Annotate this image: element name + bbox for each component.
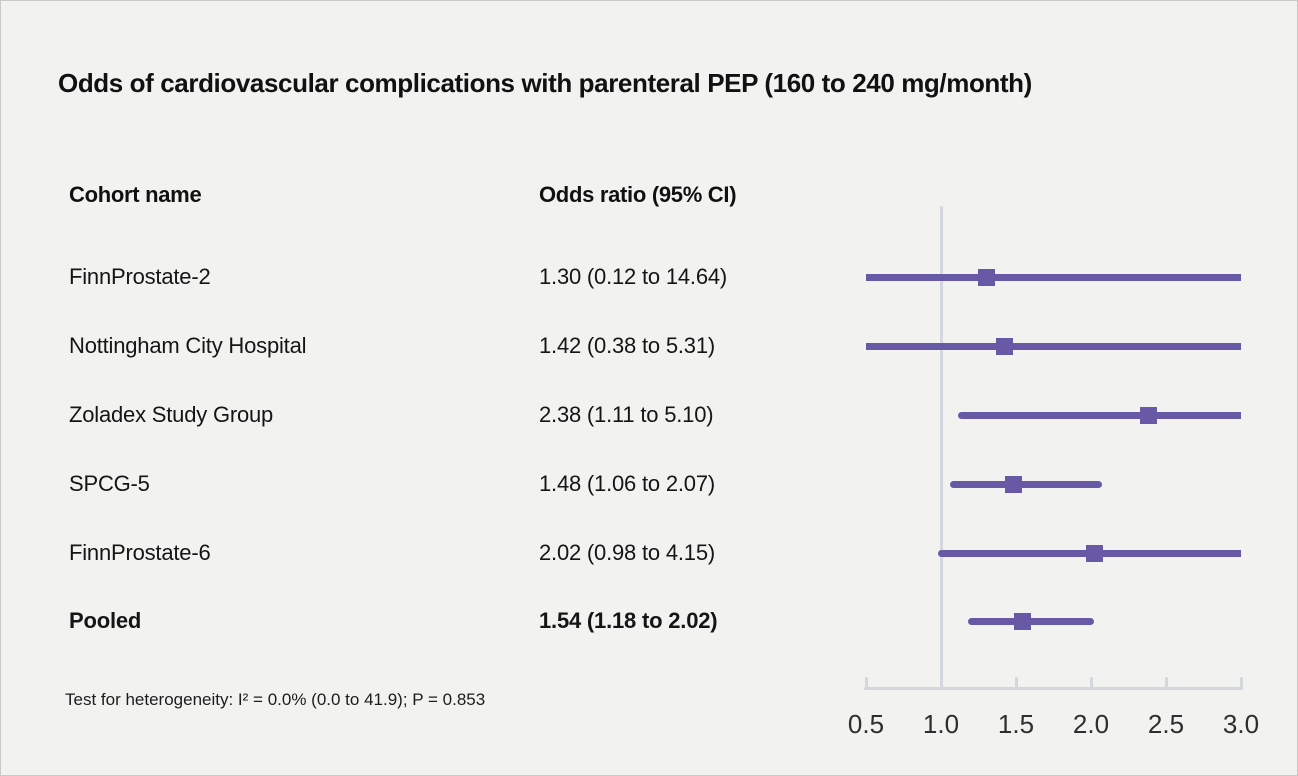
cohort-label: Nottingham City Hospital [69, 333, 307, 358]
cohort-label: FinnProstate-6 [69, 540, 211, 565]
confidence-interval-line [957, 411, 1241, 419]
cohort-label: Zoladex Study Group [69, 402, 274, 427]
odds-ratio-marker [1004, 475, 1022, 493]
odds-ratio-marker [1013, 612, 1031, 630]
x-axis-tick [1164, 677, 1168, 689]
x-axis-tick [1089, 677, 1093, 689]
x-axis-tick [1239, 677, 1243, 689]
confidence-interval-line [866, 342, 1241, 350]
x-axis-tick-label: 2.5 [1147, 709, 1185, 739]
odds-ratio-value: 2.38 (1.11 to 5.10) [539, 402, 714, 427]
confidence-interval-line [968, 617, 1094, 625]
column-header-odds-ratio: Odds ratio (95% CI) [539, 182, 737, 207]
cohort-label: Pooled [69, 608, 142, 633]
x-axis-tick-label: 3.0 [1222, 709, 1260, 739]
odds-ratio-marker [995, 337, 1013, 355]
x-axis-tick [1014, 677, 1018, 689]
cohort-label: FinnProstate-2 [69, 264, 211, 289]
reference-line [939, 206, 943, 690]
page-title: Odds of cardiovascular complications wit… [58, 68, 1032, 98]
confidence-interval-line [866, 273, 1241, 281]
x-axis-tick [939, 677, 943, 689]
odds-ratio-marker [977, 268, 995, 286]
cohort-label: SPCG-5 [69, 471, 150, 496]
odds-ratio-value: 1.42 (0.38 to 5.31) [539, 333, 715, 358]
odds-ratio-value: 1.54 (1.18 to 2.02) [539, 608, 718, 633]
x-axis-tick-label: 1.5 [997, 709, 1035, 739]
x-axis-tick-label: 1.0 [922, 709, 960, 739]
confidence-interval-line [950, 480, 1102, 488]
column-header-cohort-name: Cohort name [69, 182, 202, 207]
x-axis-tick-label: 2.0 [1072, 709, 1110, 739]
x-axis-tick [864, 677, 868, 689]
odds-ratio-marker [1085, 544, 1103, 562]
odds-ratio-marker [1139, 406, 1157, 424]
x-axis-tick-label: 0.5 [847, 709, 885, 739]
odds-ratio-value: 2.02 (0.98 to 4.15) [539, 540, 715, 565]
x-axis-line [864, 687, 1243, 690]
odds-ratio-value: 1.30 (0.12 to 14.64) [539, 264, 728, 289]
odds-ratio-value: 1.48 (1.06 to 2.07) [539, 471, 715, 496]
heterogeneity-footnote: Test for heterogeneity: I² = 0.0% (0.0 t… [65, 690, 486, 709]
